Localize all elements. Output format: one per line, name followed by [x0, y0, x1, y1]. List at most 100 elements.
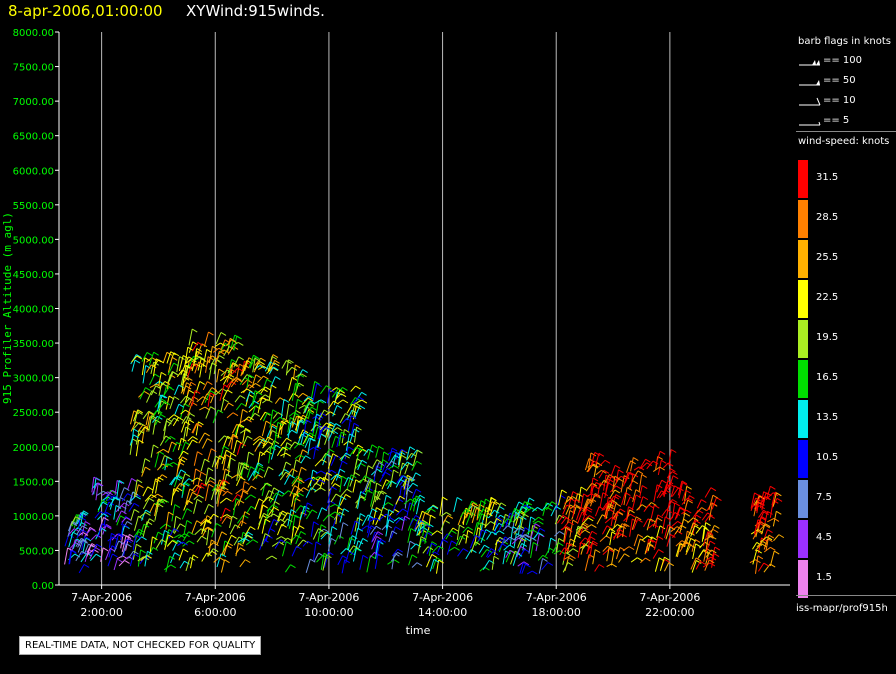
wind-barb-feather — [160, 398, 167, 403]
wind-barb-feather — [424, 522, 431, 527]
wind-barb — [176, 356, 181, 373]
wind-barb-feather — [484, 566, 490, 571]
wind-barb — [320, 453, 327, 462]
wind-barb — [572, 499, 576, 518]
wind-barb-feather — [259, 438, 265, 443]
wind-barb — [251, 390, 256, 407]
wind-barb-feather — [289, 474, 295, 479]
wind-barb-feather — [507, 525, 513, 530]
wind-barb — [317, 507, 323, 520]
y-tick-label: 5500.00 — [13, 201, 54, 212]
wind-barb — [703, 548, 707, 562]
wind-barb — [214, 342, 221, 347]
wind-barb — [281, 461, 287, 476]
wind-barb-feather — [401, 475, 408, 479]
wind-barb — [235, 488, 243, 495]
wind-barb — [121, 517, 127, 523]
wind-barb-feather — [188, 540, 195, 545]
wind-barb-feather — [246, 418, 252, 423]
wind-barb — [705, 533, 709, 548]
wind-barb — [310, 482, 317, 491]
wind-barb — [233, 440, 238, 454]
wind-barb-feather — [234, 524, 241, 529]
wind-barb — [262, 535, 268, 545]
wind-barb-feather — [388, 509, 394, 514]
wind-barb — [314, 477, 321, 485]
wind-barb-feather — [260, 441, 266, 446]
wind-barb — [349, 397, 356, 406]
wind-barb — [291, 415, 298, 428]
wind-barb — [630, 457, 634, 472]
wind-barb-feather — [242, 490, 249, 495]
wind-barb-feather — [591, 524, 597, 529]
wind-barb — [246, 466, 252, 478]
wind-barb-feather — [144, 390, 150, 395]
wind-barb-feather — [532, 570, 538, 575]
wind-barb — [388, 447, 393, 462]
wind-barb — [244, 494, 252, 501]
wind-barb — [70, 527, 78, 536]
wind-barb — [565, 504, 571, 515]
wind-barb — [705, 553, 710, 565]
wind-barb-feather — [266, 450, 272, 455]
wind-barb-feather — [682, 482, 688, 486]
wind-barb — [138, 512, 146, 518]
y-tick-label: 0.00 — [32, 581, 54, 592]
wind-barb-feather — [348, 440, 354, 445]
wind-barb — [403, 498, 411, 505]
wind-barb-feather — [533, 542, 539, 546]
wind-barb — [670, 526, 678, 532]
wind-barb — [173, 534, 180, 539]
wind-barb — [371, 531, 379, 542]
wind-barb-feather — [172, 370, 178, 375]
wind-barb — [170, 488, 175, 506]
wind-barb-feather — [102, 547, 109, 552]
wind-barb-feather — [163, 499, 170, 503]
wind-barb — [202, 349, 208, 367]
wind-barb-feather — [378, 445, 384, 450]
wind-barb-feather — [632, 480, 639, 485]
wind-barb — [287, 417, 291, 433]
wind-barb-feather — [697, 509, 704, 514]
speed-value: 31.5 — [816, 172, 839, 183]
wind-barb-feather — [360, 491, 366, 496]
wind-barb — [244, 526, 251, 537]
wind-barb-feather — [499, 506, 505, 510]
wind-profile-chart: 0.00500.001000.001500.002000.002500.0030… — [1, 28, 790, 637]
wind-barb-feather — [415, 488, 422, 493]
wind-barb-feather — [245, 427, 251, 432]
wind-barb-feather — [211, 387, 218, 392]
wind-barb — [754, 543, 762, 552]
wind-barb — [252, 462, 259, 476]
wind-barb-feather — [519, 527, 525, 532]
speed-swatch — [798, 160, 808, 198]
wind-barb — [675, 543, 681, 557]
wind-barb-feather — [271, 384, 277, 389]
wind-barb-feather — [218, 347, 225, 352]
wind-barb-feather — [355, 479, 361, 484]
wind-barb-feather — [695, 514, 702, 519]
wind-barb — [249, 413, 256, 421]
wind-barb-feather — [149, 518, 155, 523]
wind-barb — [154, 414, 161, 426]
wind-barb — [304, 502, 308, 517]
wind-barb — [304, 477, 310, 482]
wind-barb-feather — [376, 459, 383, 464]
wind-barb-feather — [171, 441, 177, 446]
wind-barb-feather — [298, 525, 305, 529]
speed-swatch — [798, 560, 808, 598]
wind-barb — [280, 452, 287, 457]
wind-barb — [261, 518, 266, 534]
wind-barb — [272, 434, 277, 449]
wind-barb — [690, 525, 696, 537]
wind-barb — [245, 452, 250, 469]
wind-barb — [357, 491, 362, 509]
wind-barb — [200, 393, 208, 406]
wind-barb — [524, 507, 533, 514]
wind-barb — [625, 496, 631, 507]
wind-barb — [659, 489, 666, 498]
wind-barb — [708, 503, 713, 521]
wind-barb — [470, 541, 476, 553]
wind-barb — [276, 446, 284, 457]
wind-barb — [583, 499, 590, 513]
